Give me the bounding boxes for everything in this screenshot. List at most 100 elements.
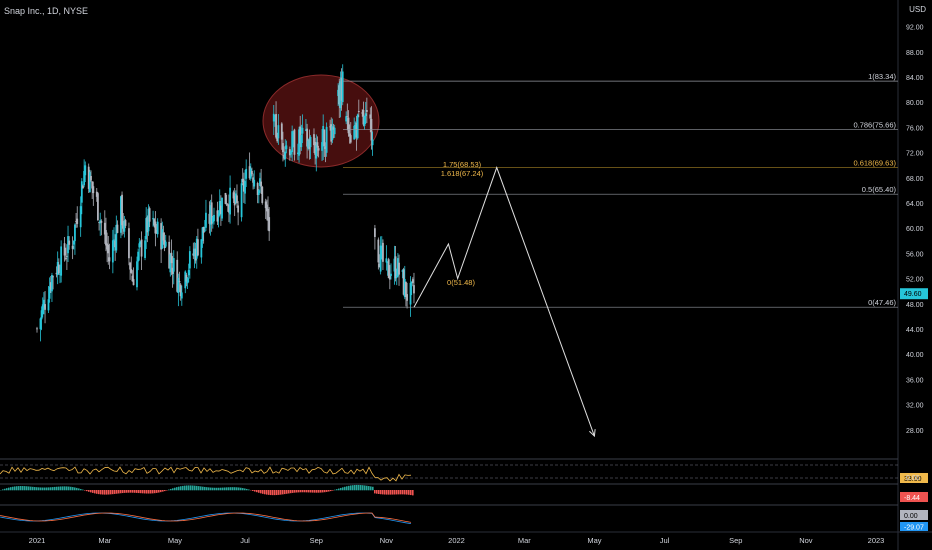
macd-histogram-bar: [408, 490, 410, 495]
macd-histogram-bar: [234, 487, 236, 491]
candle-body: [349, 135, 352, 143]
macd-histogram-bar: [344, 486, 346, 491]
macd-histogram-bar: [362, 485, 364, 491]
candle-body: [396, 258, 399, 277]
macd-histogram-bar: [14, 486, 16, 491]
macd-histogram-bar: [312, 490, 314, 493]
macd-histogram-bar: [276, 490, 278, 496]
candle-body: [103, 222, 106, 235]
x-tick-label: Nov: [380, 536, 394, 545]
candle-body: [41, 304, 44, 315]
macd-histogram-bar: [236, 487, 238, 491]
macd-histogram-bar: [356, 484, 358, 491]
candle-body: [245, 168, 248, 179]
candle-body: [257, 190, 260, 195]
candle-body: [88, 172, 91, 193]
macd-histogram-bar: [210, 487, 212, 491]
y-tick-label: 92.00: [906, 25, 924, 32]
macd-histogram-bar: [262, 490, 264, 494]
macd-histogram-bar: [140, 490, 142, 494]
macd-histogram-bar: [202, 486, 204, 491]
candle-body: [379, 245, 382, 272]
macd-histogram-bar: [180, 486, 182, 491]
candle-body: [68, 240, 71, 245]
candle-body: [107, 244, 110, 254]
macd-histogram-bar: [198, 486, 200, 491]
macd-histogram-bar: [92, 490, 94, 493]
candle-body: [365, 109, 368, 112]
candle-body: [385, 258, 388, 263]
macd-histogram-bar: [74, 487, 76, 491]
y-tick-label: 64.00: [906, 201, 924, 208]
candle-body: [346, 116, 349, 117]
last-price-label: 49.60: [904, 291, 922, 298]
candle-body: [146, 217, 149, 233]
candle-body: [51, 275, 53, 292]
macd-histogram-bar: [220, 487, 222, 491]
candle-body: [293, 129, 296, 155]
macd-histogram-bar: [370, 486, 372, 491]
macd-histogram-bar: [402, 490, 404, 495]
candle-body: [362, 110, 365, 125]
macd-histogram-bar: [18, 486, 20, 491]
y-tick-label: 68.00: [906, 176, 924, 183]
candle-body: [203, 230, 206, 232]
macd-histogram-bar: [392, 490, 394, 495]
macd-histogram-bar: [278, 490, 280, 495]
candle-body: [170, 252, 173, 264]
macd-histogram-bar: [146, 490, 148, 494]
candle-body: [305, 129, 307, 131]
candle-body: [42, 299, 45, 308]
candle-body: [317, 148, 320, 151]
candle-body: [333, 127, 336, 135]
candle-body: [371, 139, 374, 146]
candle-body: [82, 185, 84, 189]
macd-histogram-bar: [154, 490, 156, 494]
x-tick-label: Nov: [799, 536, 813, 545]
candle-body: [256, 183, 259, 196]
fib-level-label: 1(83.34): [868, 72, 896, 81]
candle-body: [129, 262, 131, 270]
rsi-value-label: 33.00: [904, 476, 922, 483]
macd-histogram-bar: [62, 486, 64, 491]
candle-body: [95, 191, 98, 197]
macd-histogram-bar: [300, 490, 302, 493]
price-axis[interactable]: 92.00 88.00 84.00 80.00 76.00 72.00 68.00 64.00…: [900, 25, 928, 435]
candle-body: [276, 134, 279, 142]
macd-histogram-bar: [354, 485, 356, 491]
candle-body: [252, 177, 254, 183]
candle-body: [401, 270, 404, 272]
candle-body: [111, 240, 114, 263]
candle-body: [345, 116, 348, 122]
macd-histogram-bar: [334, 489, 336, 491]
macd-histogram-bar: [282, 490, 284, 495]
macd-histogram-bar: [292, 490, 294, 493]
candle-body: [39, 318, 42, 330]
macd-histogram-bar: [206, 487, 208, 491]
candle-body: [380, 246, 383, 247]
candle-body: [232, 192, 235, 199]
candle-body: [228, 204, 230, 213]
macd-histogram-bar: [188, 485, 190, 491]
fib-extension-label: 1.618(67.24): [441, 169, 484, 178]
y-tick-label: 32.00: [906, 403, 924, 410]
macd-value-label: -8.44: [904, 495, 920, 502]
fib-level-label: 0.5(65.40): [862, 185, 897, 194]
candle-body: [178, 281, 181, 283]
macd-histogram-bar: [306, 490, 308, 493]
candle-body: [172, 258, 175, 272]
candle-body: [49, 282, 52, 290]
macd-histogram-bar: [48, 487, 50, 491]
candle-body: [300, 134, 303, 148]
candle-body: [106, 243, 109, 250]
candle-body: [298, 129, 300, 156]
macd-histogram-bar: [324, 490, 326, 493]
candle-body: [179, 284, 182, 297]
time-axis[interactable]: 2021 Mar May Jul Sep Nov 2022 Mar May Jul Sep Nov 20…: [29, 536, 885, 545]
symbol-header[interactable]: Snap Inc., 1D, NYSE: [4, 6, 89, 16]
macd-histogram-bar: [286, 490, 288, 494]
y-tick-label: 52.00: [906, 277, 924, 284]
candle-body: [290, 150, 292, 155]
candle-body: [55, 272, 58, 275]
